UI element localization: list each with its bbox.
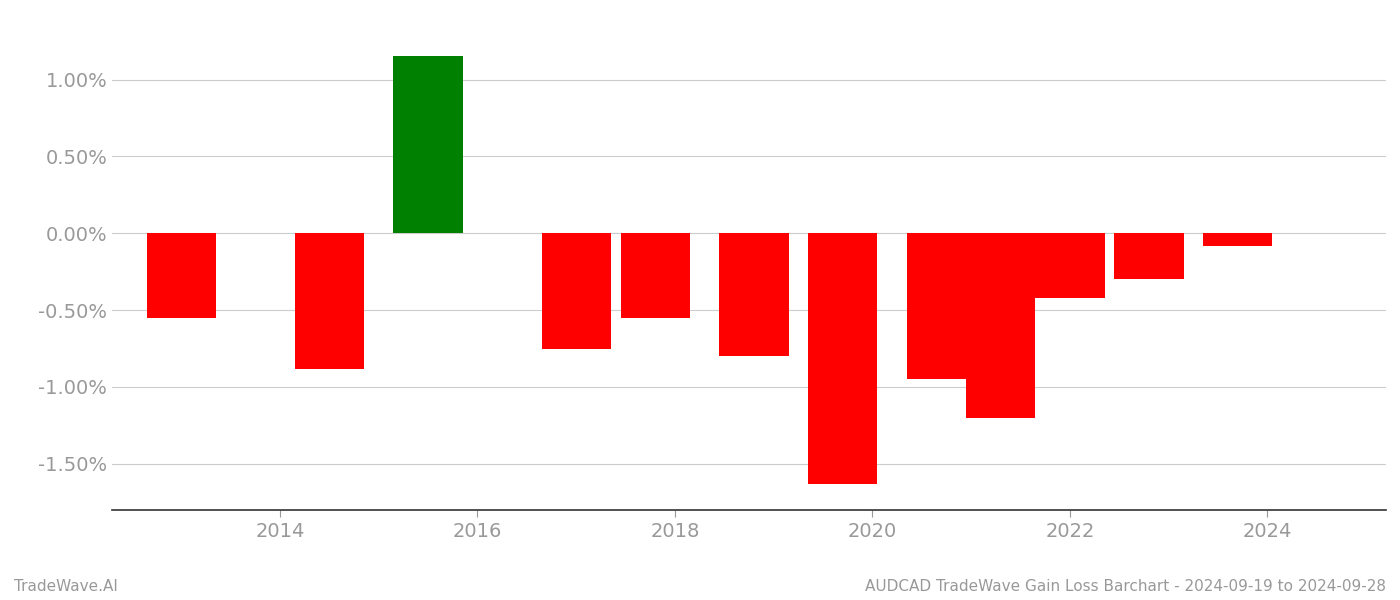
- Bar: [1114, 233, 1183, 280]
- Bar: [808, 233, 878, 484]
- Bar: [907, 233, 976, 379]
- Bar: [1036, 233, 1105, 298]
- Bar: [295, 233, 364, 368]
- Bar: [620, 233, 690, 318]
- Bar: [147, 233, 216, 318]
- Bar: [1203, 233, 1273, 245]
- Bar: [542, 233, 610, 349]
- Text: TradeWave.AI: TradeWave.AI: [14, 579, 118, 594]
- Bar: [966, 233, 1036, 418]
- Bar: [720, 233, 788, 356]
- Bar: [393, 56, 462, 233]
- Text: AUDCAD TradeWave Gain Loss Barchart - 2024-09-19 to 2024-09-28: AUDCAD TradeWave Gain Loss Barchart - 20…: [865, 579, 1386, 594]
